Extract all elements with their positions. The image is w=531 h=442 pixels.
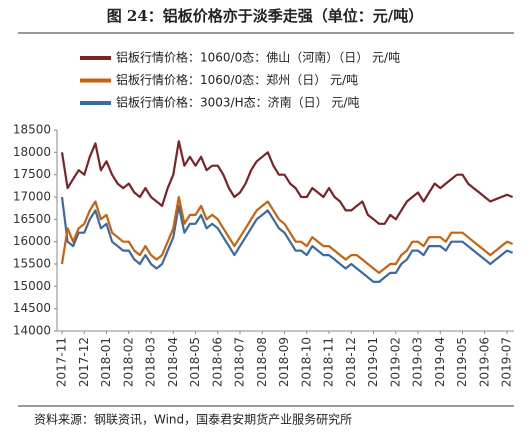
y-tick-label: 16000	[13, 234, 51, 248]
y-tick-label: 15500	[13, 257, 51, 271]
x-tick-label: 2018-05	[188, 337, 202, 387]
series-line	[60, 196, 514, 283]
y-tick-label: 17000	[13, 190, 51, 204]
y-tick-label: 16500	[13, 212, 51, 226]
x-tick-label: 2019-06	[477, 337, 491, 387]
x-tick-label: 2018-11	[322, 337, 336, 387]
series-line	[60, 140, 514, 225]
x-tick-label: 2018-07	[233, 337, 247, 387]
x-tick-label: 2018-01	[99, 337, 113, 387]
legend-label: 铝板行情价格：3003/H态：济南（日） 元/吨	[116, 95, 359, 110]
x-tick-label: 2018-06	[210, 337, 224, 387]
legend-label: 铝板行情价格：1060/0态：郑州（日） 元/吨	[116, 72, 358, 87]
x-tick-label: 2019-02	[388, 337, 402, 387]
source-note: 资料来源：钢联资讯，Wind，国泰君安期货产业服务研究所	[34, 412, 352, 427]
series-line	[60, 195, 514, 274]
x-tick-label: 2019-07	[500, 337, 514, 387]
x-tick-label: 2018-03	[144, 337, 158, 387]
y-tick-label: 17500	[13, 167, 51, 181]
y-tick-label: 14000	[13, 324, 51, 338]
y-tick-label: 14500	[13, 301, 51, 315]
x-tick-label: 2018-10	[299, 337, 313, 387]
x-tick-label: 2018-09	[277, 337, 291, 387]
x-tick-label: 2019-04	[433, 337, 447, 387]
x-tick-label: 2017-12	[77, 337, 91, 387]
x-tick-label: 2019-03	[411, 337, 425, 387]
x-tick-label: 2018-08	[255, 337, 269, 387]
x-tick-label: 2019-01	[366, 337, 380, 387]
x-tick-label: 2018-12	[344, 337, 358, 387]
y-tick-label: 15000	[13, 279, 51, 293]
x-tick-label: 2017-11	[55, 337, 69, 387]
chart-title: 图 24：铝板价格亦于淡季走强（单位：元/吨）	[107, 7, 424, 25]
y-tick-label: 18500	[13, 123, 51, 137]
x-tick-label: 2018-02	[121, 337, 135, 387]
x-tick-label: 2018-04	[166, 337, 180, 387]
legend-label: 铝板行情价格：1060/0态：佛山（河南）（日） 元/吨	[116, 50, 400, 65]
x-tick-label: 2019-05	[455, 337, 469, 387]
y-tick-label: 18000	[13, 145, 51, 159]
